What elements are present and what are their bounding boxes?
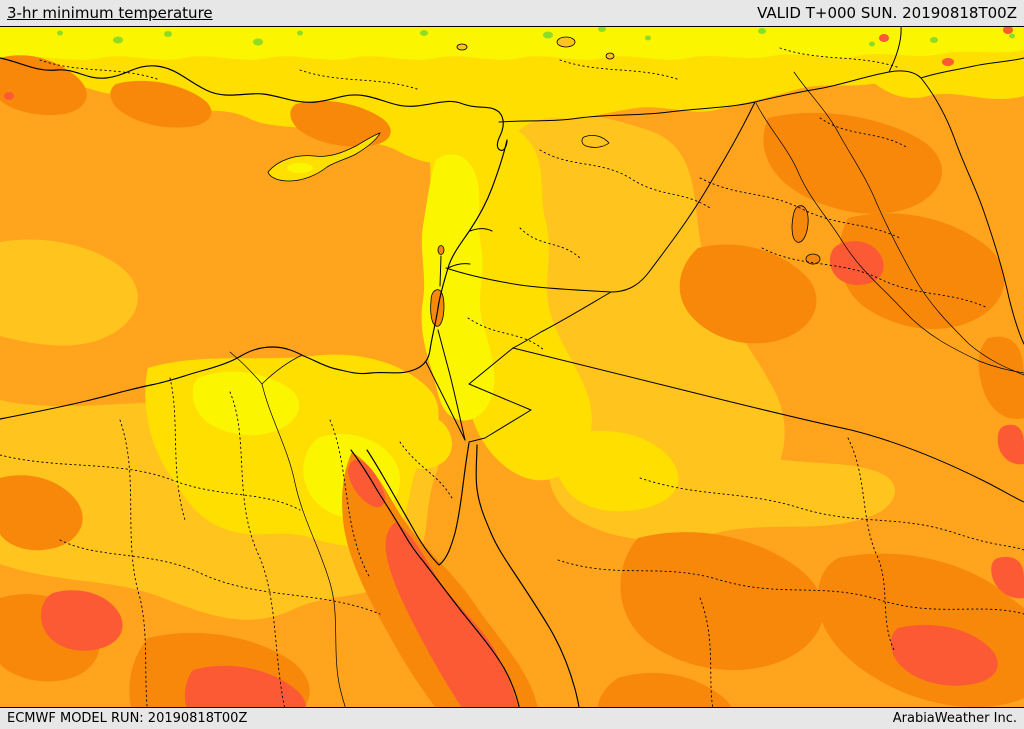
cool-spot	[253, 38, 263, 46]
temp-band-bright-top	[0, 26, 1024, 60]
border-jordan-saudi	[468, 347, 532, 443]
gulf-of-suez-west-shore	[350, 449, 524, 729]
temp-hot-egypt-sw	[41, 590, 123, 651]
nile-branch-damietta	[261, 354, 303, 385]
country-borders	[425, 25, 1024, 503]
temp-hot-saudi-se	[890, 624, 998, 686]
lake-tharthar	[791, 205, 809, 243]
cool-spot	[645, 35, 651, 41]
cool-spot	[543, 31, 553, 39]
sea-of-galilee	[437, 245, 445, 255]
map-title: 3-hr minimum temperature	[7, 4, 213, 22]
admin-line	[779, 47, 901, 69]
border-turkey-south	[498, 57, 1024, 123]
admin-line	[557, 559, 1024, 615]
admin-line	[519, 227, 581, 259]
temp-hot-red-sea	[385, 522, 522, 729]
admin-line	[761, 247, 989, 309]
temp-hot-gulf-edge	[997, 424, 1024, 465]
temp-blob-warm-iraq-n	[763, 112, 943, 214]
header-bar: 3-hr minimum temperature VALID T+000 SUN…	[0, 0, 1024, 27]
lake-assad	[581, 135, 610, 148]
border-israel-jordan	[437, 255, 466, 441]
admin-line	[119, 419, 151, 729]
temp-blob-warm-coast3	[290, 100, 391, 147]
admin-line	[0, 454, 301, 511]
admin-line	[639, 477, 1024, 551]
hot-spot	[1003, 26, 1013, 34]
admin-line	[699, 177, 901, 239]
cool-spot	[113, 36, 123, 44]
cool-spot	[297, 30, 303, 36]
dead-sea	[430, 289, 445, 327]
hot-spot	[879, 34, 889, 42]
temp-blob-warm-right-edge	[978, 336, 1024, 419]
admin-line	[169, 377, 186, 521]
valid-time-label: VALID T+000 SUN. 20190818T00Z	[757, 4, 1017, 22]
border-syria-lebanon	[469, 228, 493, 232]
temp-blob-yellow-nsaudi	[555, 430, 679, 512]
admin-line	[847, 437, 895, 651]
hot-spot	[942, 58, 954, 66]
lake-razzaza	[805, 253, 821, 265]
border-syria-jordan	[445, 267, 612, 293]
border-israel-lebanon	[447, 263, 471, 269]
border-turkey-ne	[888, 25, 902, 73]
admin-line	[329, 419, 371, 579]
cool-spot	[598, 26, 606, 32]
cyprus-highland	[287, 163, 313, 173]
border-syria-iraq	[610, 101, 756, 293]
turkey-lake-1	[556, 36, 576, 48]
sinai-coast	[366, 442, 470, 566]
admin-line	[39, 59, 161, 81]
temp-band-yellow-top	[0, 26, 1024, 163]
admin-line	[539, 149, 711, 209]
cool-spot	[57, 30, 63, 36]
border-iran-iraq	[920, 77, 1024, 345]
admin-line	[467, 317, 545, 351]
temp-blob-warm-coast2	[110, 80, 212, 128]
hot-spot	[4, 92, 14, 100]
cool-spot	[930, 37, 938, 43]
temp-blob-warm-egypt-w1	[0, 475, 83, 551]
provider-label: ArabiaWeather Inc.	[892, 711, 1017, 726]
model-run-label: ECMWF MODEL RUN: 20190818T00Z	[7, 711, 248, 726]
temp-core-bright-delta	[192, 371, 300, 436]
admin-boundaries-dotted	[0, 47, 1024, 729]
turkey-lake-2	[456, 43, 468, 51]
temp-hot-suez	[348, 459, 386, 508]
temp-blob-yellow-sinai	[395, 416, 452, 469]
admin-line	[559, 59, 681, 81]
temp-blob-gold-sea-nw	[0, 239, 138, 346]
cool-spot	[420, 30, 428, 36]
red-sea-east-shore	[475, 444, 582, 729]
cool-spot	[1009, 33, 1015, 39]
coastlines	[0, 57, 582, 729]
temp-blob-warm-iraq-sw	[679, 244, 817, 344]
nile-branch-rosetta	[229, 351, 263, 385]
border-israel-egypt	[425, 361, 466, 441]
temp-blob-warm-iraq-e	[839, 213, 1005, 330]
nile-river	[261, 383, 353, 729]
cool-spot	[164, 31, 172, 37]
cool-spot	[758, 28, 766, 34]
admin-line	[229, 391, 291, 729]
footer-bar: ECMWF MODEL RUN: 20190818T00Z ArabiaWeat…	[0, 707, 1024, 729]
temp-blob-warm-saudi1	[620, 532, 824, 671]
admin-line	[299, 69, 421, 91]
border-jordan-iraq	[512, 291, 612, 349]
temp-hot-iraq	[830, 241, 884, 286]
border-iraq-saudi	[512, 347, 1024, 503]
cool-spot	[869, 41, 875, 47]
turkey-lake-3	[605, 52, 615, 60]
tigris-river	[793, 71, 1024, 376]
mediterranean-coastline	[0, 57, 508, 420]
lakes-and-islands	[267, 36, 821, 327]
admin-line	[59, 539, 381, 615]
admin-line	[819, 117, 909, 149]
temp-hot-saudi-e	[991, 556, 1024, 599]
